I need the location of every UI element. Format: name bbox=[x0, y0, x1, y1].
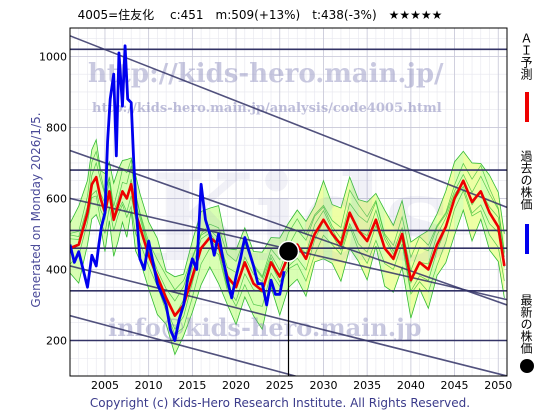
x-tick-label: 2010 bbox=[135, 379, 163, 392]
forecast-band-edge bbox=[70, 138, 505, 278]
forecast-band-patch bbox=[489, 175, 505, 299]
legend-latest-label: 最新の株価 bbox=[519, 294, 533, 354]
forecast-band-line bbox=[70, 185, 505, 330]
past-price-line bbox=[70, 44, 286, 342]
forecast-band-line bbox=[70, 161, 505, 302]
watermark-top: http://kids-hero.main.jp/ bbox=[88, 59, 444, 89]
latest-price-marker bbox=[277, 240, 300, 263]
y-tick-label: 200 bbox=[46, 334, 67, 347]
y-tick-label: 600 bbox=[46, 192, 67, 205]
lines bbox=[70, 35, 507, 376]
forecast-band-patch bbox=[384, 200, 403, 293]
forecast-band-patch bbox=[358, 193, 376, 280]
forecast-band-line bbox=[70, 150, 505, 291]
x-tick-label: 2020 bbox=[222, 379, 250, 392]
forecast-band-line bbox=[70, 189, 505, 336]
x-tick-label: 2050 bbox=[484, 379, 512, 392]
ai-forecast-line bbox=[70, 175, 506, 317]
trend-line bbox=[70, 35, 507, 209]
watermark-bottom: info@kids-hero.main.jp bbox=[108, 313, 422, 342]
watermarks: Kidshttp://kids-hero.main.jp/http://kids… bbox=[88, 59, 451, 342]
ticks: 2005 2010 2015 2020 2025 2030 2035 2040 2045 2050… bbox=[39, 50, 512, 392]
forecast-band-patch bbox=[437, 161, 455, 276]
plot-frame bbox=[69, 27, 508, 377]
x-tick-label: 2005 bbox=[91, 379, 119, 392]
x-tick-label: 2015 bbox=[178, 379, 206, 392]
forecast-band-patch bbox=[332, 176, 350, 282]
x-tick-label: 2030 bbox=[309, 379, 337, 392]
legend-past-label: 過去の株価 bbox=[519, 150, 533, 210]
x-tick-label: 2025 bbox=[266, 379, 294, 392]
y-tick-label: 1000 bbox=[39, 50, 67, 63]
x-tick-label: 2040 bbox=[397, 379, 425, 392]
x-tick-label: 2035 bbox=[353, 379, 381, 392]
forecast-band-edge bbox=[70, 208, 505, 356]
legend-latest-swatch bbox=[520, 359, 534, 373]
forecast-band-patch bbox=[463, 151, 481, 242]
copyright: Copyright (c) Kids-Hero Research Institu… bbox=[89, 396, 471, 410]
y-tick-label: 400 bbox=[46, 263, 67, 276]
legend-ai-label: ＡＩ予測 bbox=[519, 32, 533, 80]
y-tick-label: 800 bbox=[46, 121, 67, 134]
generated-date: Generated on Monday 2026/1/5. bbox=[29, 112, 43, 308]
watermark-mid: http://kids-hero.main.jp/analysis/code40… bbox=[92, 101, 442, 116]
x-tick-label: 2045 bbox=[441, 379, 469, 392]
trend-line bbox=[70, 149, 507, 306]
chart-title: 4005=住友化 c:451 m:509(+13%) t:438(-3%) ★★… bbox=[77, 8, 443, 22]
legend bbox=[520, 92, 534, 373]
